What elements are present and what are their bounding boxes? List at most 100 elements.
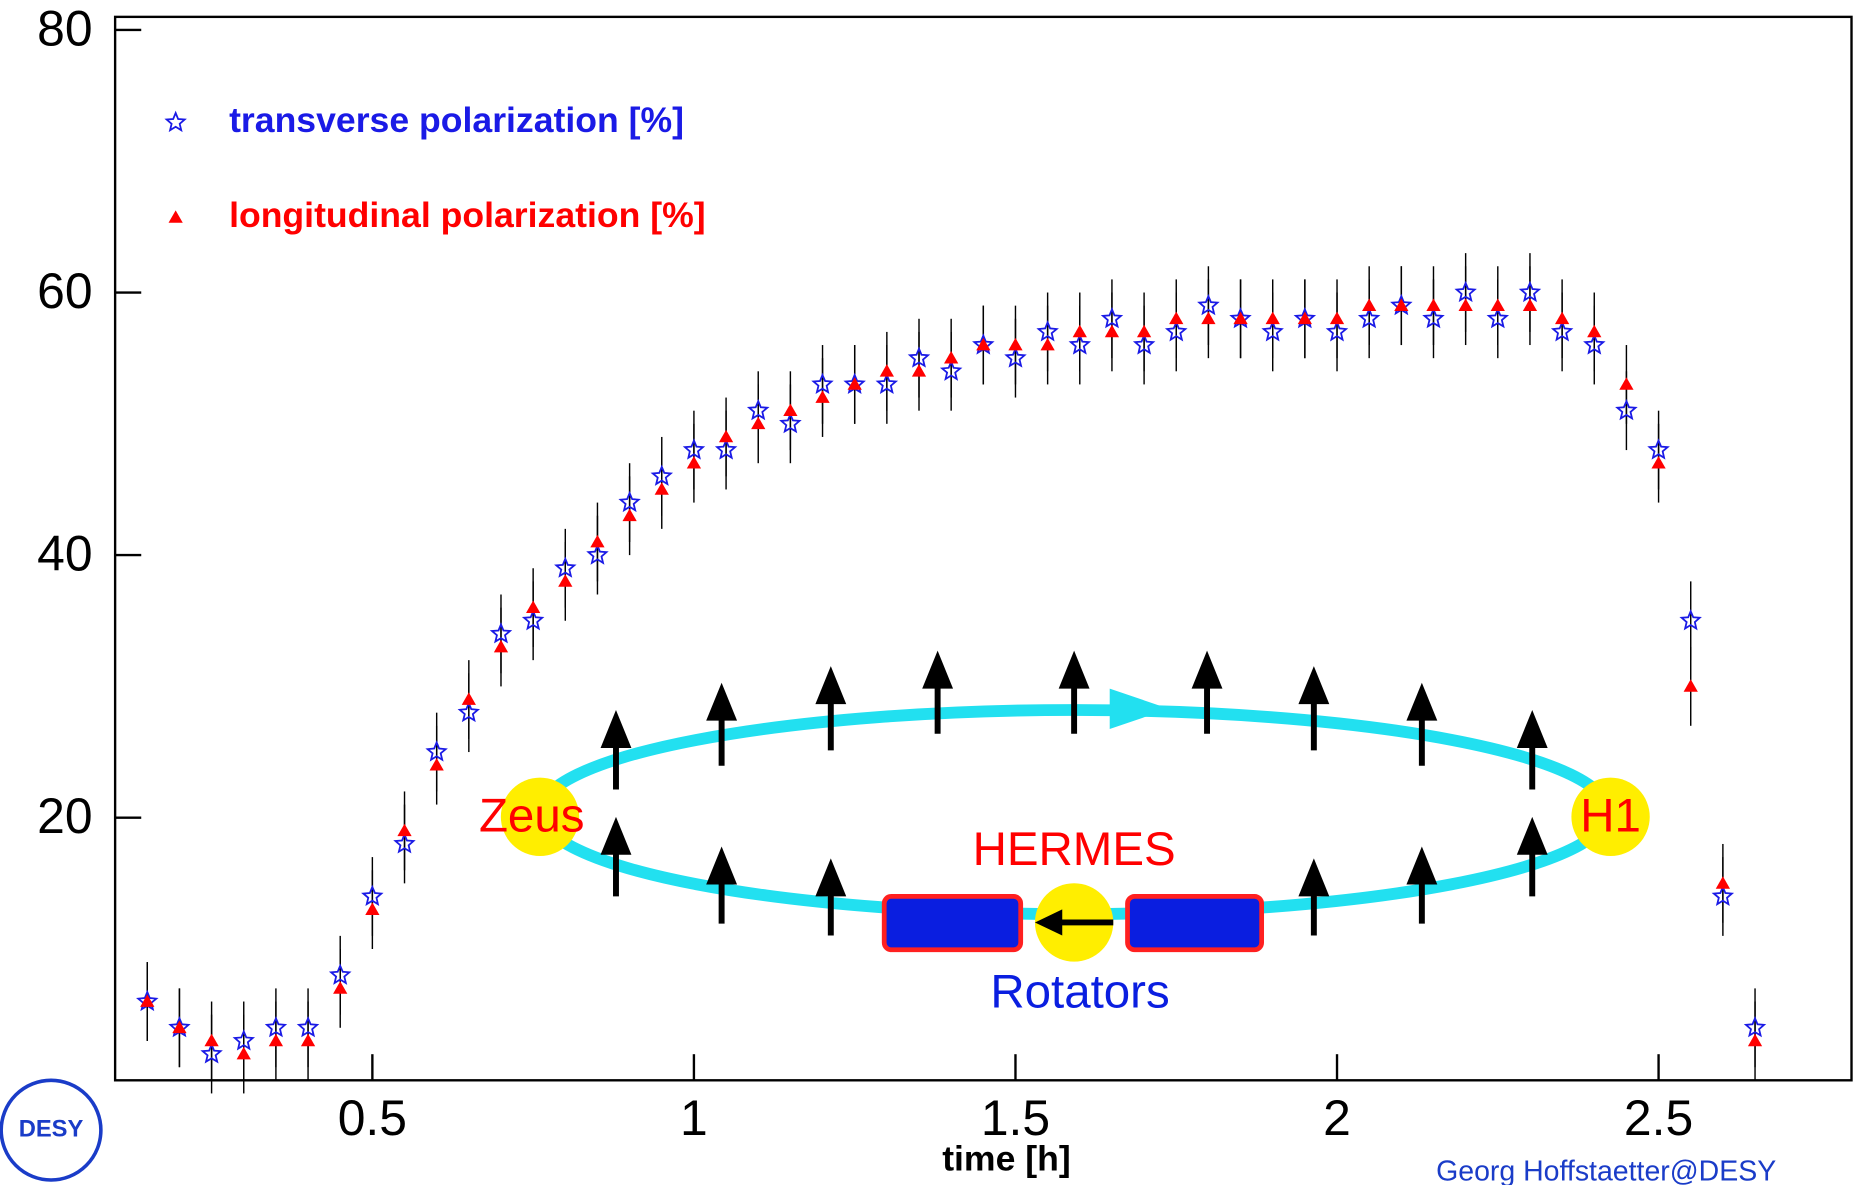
data-point (1458, 298, 1473, 311)
data-point (618, 490, 641, 513)
data-point (586, 543, 609, 565)
data-point (650, 464, 674, 486)
data-point (911, 364, 927, 377)
data-point (875, 372, 899, 395)
data-point (1297, 311, 1312, 325)
plot-frame (113, 15, 1853, 1082)
data-point (1008, 337, 1023, 351)
data-point (1169, 311, 1184, 325)
data-point (1554, 311, 1570, 325)
data-point (1715, 876, 1731, 889)
data-point (296, 1016, 320, 1038)
data-point (1486, 306, 1510, 329)
data-point (622, 508, 637, 522)
data-point (1394, 298, 1409, 311)
data-point (1261, 320, 1284, 342)
data-point (751, 416, 766, 430)
y-tick-label: 20 (37, 788, 92, 844)
legend-label: transverse polarization [%] (229, 100, 684, 140)
data-point (457, 700, 481, 723)
x-tick-label: 0.5 (338, 1090, 407, 1146)
data-point (1583, 333, 1606, 355)
data-point (461, 692, 476, 705)
data-point (1426, 298, 1441, 311)
data-point (686, 456, 702, 469)
y-tick-label: 40 (37, 526, 92, 582)
annotation: H1 (1580, 790, 1641, 843)
data-point (1265, 311, 1280, 325)
data-point (944, 351, 959, 364)
data-point (1550, 320, 1574, 342)
direction-arrow (1109, 688, 1170, 729)
data-point (236, 1046, 251, 1060)
credit: Georg Hoffstaetter@DESY (1436, 1155, 1776, 1185)
x-tick-label: 2.5 (1624, 1090, 1693, 1146)
data-point (204, 1033, 219, 1047)
data-point (1454, 280, 1477, 303)
data-point (939, 359, 963, 381)
data-point (1329, 311, 1345, 325)
data-point (300, 1033, 316, 1047)
spin-arrow-head (1034, 909, 1063, 936)
legend-marker (164, 110, 187, 133)
data-point (1362, 298, 1377, 311)
data-point (1197, 293, 1220, 316)
y-tick-label: 60 (37, 263, 92, 319)
x-tick-label: 1.5 (981, 1090, 1050, 1146)
ring-diagram: Zeus H1 HERMES Rotators (479, 650, 1650, 1018)
data-point (140, 994, 155, 1007)
data-point (976, 337, 991, 351)
data-point (1683, 679, 1698, 692)
x-tick-label: 1 (680, 1090, 708, 1146)
data-point (1068, 333, 1092, 355)
data-point (783, 403, 798, 417)
data-point (1104, 324, 1120, 338)
data-point (1522, 298, 1538, 311)
data-point (1619, 377, 1634, 390)
data-point (1587, 324, 1602, 338)
data-point (811, 372, 834, 395)
data-point (1325, 320, 1349, 342)
data-point (264, 1016, 288, 1038)
data-point (521, 608, 545, 631)
data-point (1136, 324, 1152, 338)
data-point (397, 823, 412, 837)
data-point (425, 740, 448, 762)
x-axis-label: time [h] (942, 1138, 1071, 1178)
legend-marker (168, 210, 183, 223)
zeus-marker (500, 777, 580, 856)
data-point (172, 1020, 187, 1034)
data-point (361, 884, 384, 907)
data-point (1422, 306, 1445, 329)
data-point (558, 574, 573, 587)
annotation: HERMES (973, 823, 1176, 876)
data-point (590, 534, 605, 548)
data-point (328, 963, 352, 985)
data-point (200, 1042, 223, 1064)
data-point (1615, 398, 1638, 421)
annotation: Zeus (479, 790, 585, 843)
logo-text: DESY (19, 1116, 84, 1142)
data-point (714, 438, 738, 460)
data-point (554, 556, 577, 578)
data-point (268, 1033, 284, 1047)
data-point (746, 398, 770, 421)
data-point (393, 832, 416, 854)
spin-arrows (600, 650, 1548, 936)
data-point (1100, 306, 1124, 329)
data-point (1490, 298, 1505, 311)
data-point (1747, 1033, 1763, 1047)
data-point (1518, 280, 1542, 303)
data-point (1040, 337, 1055, 351)
data-point (1711, 884, 1735, 907)
data-point (718, 429, 734, 443)
data-point (1072, 324, 1087, 338)
data-point (907, 346, 931, 368)
data-point (232, 1029, 256, 1051)
data-point (493, 639, 509, 653)
data-point (1164, 320, 1188, 342)
data-point (1201, 311, 1216, 325)
data-point (879, 364, 894, 377)
